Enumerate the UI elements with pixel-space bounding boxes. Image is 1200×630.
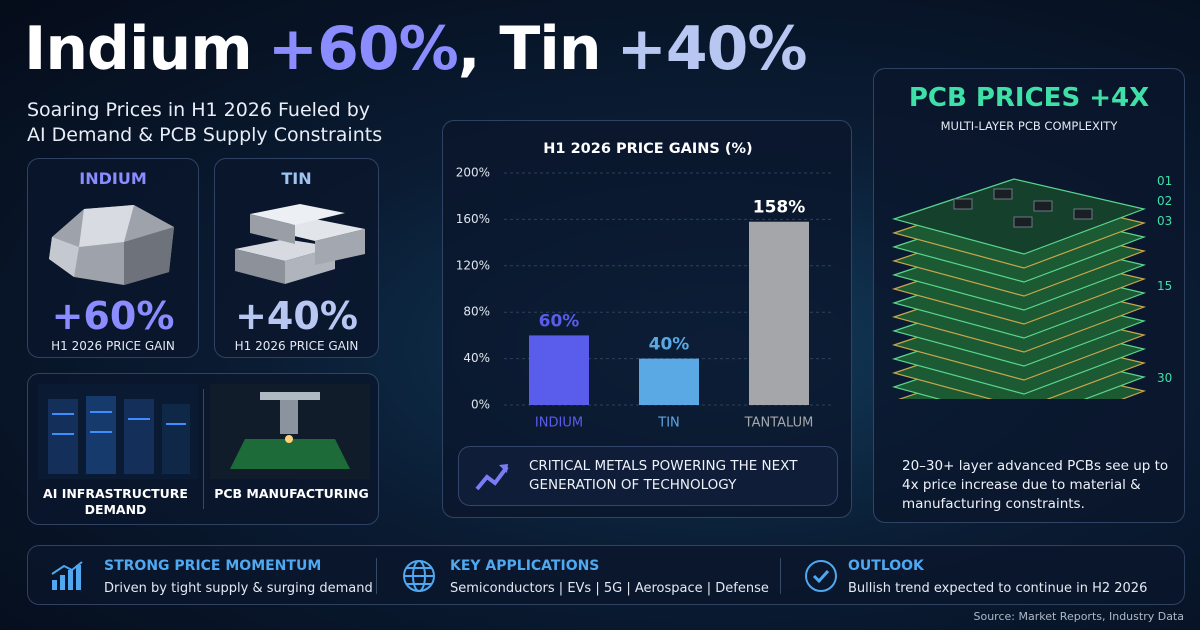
bar [639, 358, 699, 405]
globe-icon [403, 560, 435, 592]
chart-note: CRITICAL METALS POWERING THE NEXT GENERA… [529, 458, 798, 493]
tin-image [235, 204, 365, 284]
card-value: +40% [235, 294, 358, 338]
tin-card: TIN +40% H1 2026 PRICE GAIN [214, 158, 379, 358]
value-label: 158% [753, 198, 806, 218]
layer-label: 15 [1157, 279, 1173, 293]
chip [1013, 216, 1033, 228]
bar [529, 335, 589, 405]
footer-title: OUTLOOK [848, 558, 924, 574]
headline-gain: +60% [267, 14, 459, 84]
chart: H1 2026 PRICE GAINS (%) 0% 40% 80% 120% 160%… [456, 141, 834, 431]
subtitle: Soaring Prices in H1 2026 Fueled by AI D… [27, 99, 383, 146]
tile-label: AI INFRASTRUCTURE DEMAND [43, 486, 188, 517]
bar [749, 221, 809, 405]
chart-panel: H1 2026 PRICE GAINS (%) 0% 40% 80% 120% 160%… [442, 120, 852, 518]
card-label: TIN [281, 169, 312, 188]
headline: Indium +60%, Tin +40% [24, 14, 808, 84]
value-label: 40% [649, 335, 690, 355]
chart-note-box: CRITICAL METALS POWERING THE NEXT GENERA… [458, 446, 838, 506]
pcb-stack [891, 178, 1147, 399]
servers-image [38, 384, 198, 479]
layer-label: 03 [1157, 214, 1173, 228]
footer-text: Driven by tight supply & surging demand [104, 581, 373, 596]
x-tick-label: TANTALUM [744, 416, 814, 431]
card-caption: H1 2026 PRICE GAIN [51, 339, 175, 353]
footer-title: KEY APPLICATIONS [450, 558, 600, 574]
chart-icon [51, 561, 83, 590]
card-value: +60% [51, 294, 175, 338]
footer-item: OUTLOOK Bullish trend expected to continu… [848, 558, 1147, 596]
y-tick-label: 200% [456, 166, 490, 180]
y-tick-label: 40% [463, 351, 490, 365]
footer-item: KEY APPLICATIONS Semiconductors | EVs | 5… [450, 558, 769, 596]
footer-title: STRONG PRICE MOMENTUM [104, 558, 322, 574]
chip [953, 198, 973, 210]
footer-item: STRONG PRICE MOMENTUM Driven by tight sup… [104, 558, 373, 596]
y-tick-label: 80% [463, 305, 490, 319]
footer-text: Bullish trend expected to continue in H2… [848, 581, 1148, 596]
value-label: 60% [539, 311, 580, 331]
chart-title: H1 2026 PRICE GAINS (%) [543, 141, 752, 157]
indium-image [49, 205, 174, 285]
y-tick-label: 0% [471, 398, 490, 412]
pcb-description: 20–30+ layer advanced PCBs see up to 4x … [902, 458, 1169, 512]
headline-gain: +40% [616, 14, 808, 84]
headline-metal: Indium [24, 14, 253, 84]
footer-text: Semiconductors | EVs | 5G | Aerospace | … [450, 581, 769, 596]
indium-card: INDIUM +60% H1 2026 PRICE GAIN [27, 158, 199, 358]
y-tick-label: 160% [456, 212, 490, 226]
card-label: INDIUM [79, 169, 147, 188]
card-caption: H1 2026 PRICE GAIN [234, 339, 359, 353]
layer-label: 01 [1157, 174, 1173, 188]
y-tick-label: 120% [456, 258, 490, 272]
layer-label: 30 [1157, 371, 1173, 385]
pcb-subtitle: MULTI-LAYER PCB COMPLEXITY [940, 119, 1118, 133]
layer-label: 02 [1157, 194, 1173, 208]
pcb-factory-image [210, 384, 370, 479]
tiles: AI INFRASTRUCTURE DEMAND PCB MANUFACTURI… [27, 373, 379, 525]
pcb-panel: PCB PRICES +4X MULTI-LAYER PCB COMPLEXIT… [873, 68, 1185, 523]
chip [1073, 208, 1093, 220]
x-tick-label: TIN [657, 416, 680, 431]
x-tick-label: INDIUM [535, 416, 583, 431]
chip [1033, 200, 1053, 212]
pcb-title: PCB PRICES +4X [908, 83, 1150, 113]
source: Source: Market Reports, Industry Data [973, 610, 1185, 623]
tile-label: PCB MANUFACTURING [214, 486, 369, 501]
chip [993, 188, 1013, 200]
check-icon [805, 560, 837, 592]
trend-icon [475, 464, 509, 491]
headline-metal: , Tin [457, 14, 602, 84]
footer-bar: STRONG PRICE MOMENTUM Driven by tight sup… [27, 545, 1185, 605]
